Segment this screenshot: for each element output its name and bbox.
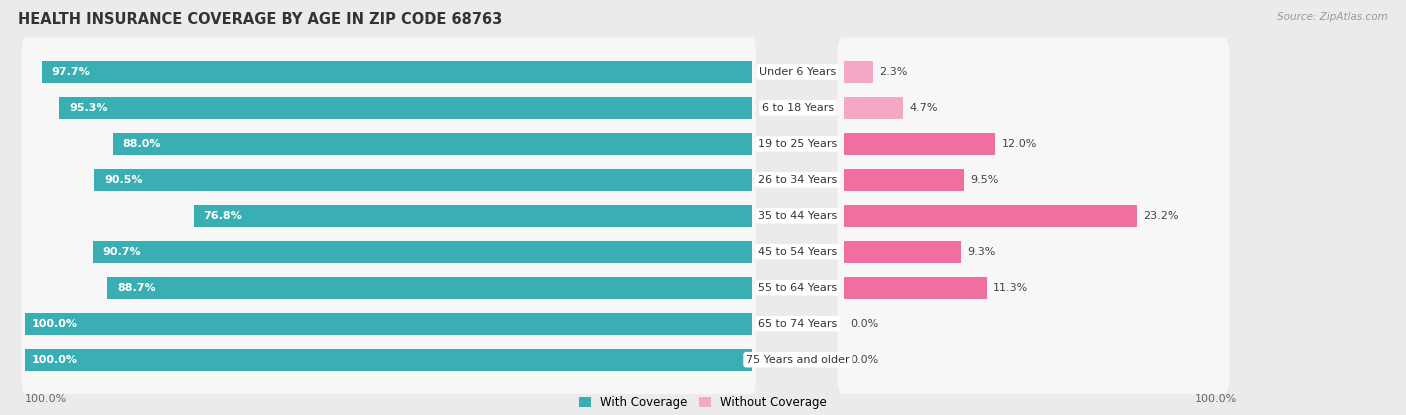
Text: 6 to 18 Years: 6 to 18 Years — [762, 103, 834, 113]
Text: 0.0%: 0.0% — [849, 319, 879, 329]
Bar — [93, 241, 752, 263]
Text: 12.0%: 12.0% — [1002, 139, 1038, 149]
FancyBboxPatch shape — [838, 145, 1229, 215]
Text: 9.5%: 9.5% — [970, 175, 998, 185]
FancyBboxPatch shape — [21, 253, 756, 322]
FancyBboxPatch shape — [838, 73, 1229, 142]
Text: 11.3%: 11.3% — [993, 283, 1028, 293]
FancyBboxPatch shape — [21, 181, 756, 250]
Bar — [844, 97, 903, 119]
Text: 97.7%: 97.7% — [52, 67, 90, 77]
Bar — [844, 241, 962, 263]
Text: HEALTH INSURANCE COVERAGE BY AGE IN ZIP CODE 68763: HEALTH INSURANCE COVERAGE BY AGE IN ZIP … — [18, 12, 502, 27]
FancyBboxPatch shape — [838, 289, 1229, 358]
FancyBboxPatch shape — [21, 37, 756, 107]
Text: 65 to 74 Years: 65 to 74 Years — [758, 319, 838, 329]
Text: Under 6 Years: Under 6 Years — [759, 67, 837, 77]
FancyBboxPatch shape — [21, 73, 756, 142]
Text: 88.7%: 88.7% — [117, 283, 156, 293]
FancyBboxPatch shape — [21, 325, 756, 394]
FancyBboxPatch shape — [21, 145, 756, 215]
Bar — [59, 97, 752, 119]
Text: 19 to 25 Years: 19 to 25 Years — [758, 139, 838, 149]
Bar — [112, 133, 752, 155]
Text: 55 to 64 Years: 55 to 64 Years — [758, 283, 838, 293]
Bar — [25, 312, 752, 335]
Bar — [844, 133, 995, 155]
FancyBboxPatch shape — [838, 37, 1229, 107]
Bar — [107, 276, 752, 299]
Text: 9.3%: 9.3% — [967, 247, 995, 257]
Text: 100.0%: 100.0% — [1195, 394, 1237, 404]
Bar — [25, 349, 752, 371]
Text: 35 to 44 Years: 35 to 44 Years — [758, 211, 838, 221]
Text: 90.7%: 90.7% — [103, 247, 141, 257]
Text: 23.2%: 23.2% — [1143, 211, 1180, 221]
FancyBboxPatch shape — [21, 217, 756, 286]
Text: 95.3%: 95.3% — [69, 103, 108, 113]
Text: 100.0%: 100.0% — [31, 319, 77, 329]
Text: Source: ZipAtlas.com: Source: ZipAtlas.com — [1277, 12, 1388, 22]
Text: 76.8%: 76.8% — [204, 211, 242, 221]
FancyBboxPatch shape — [838, 253, 1229, 322]
Text: 2.3%: 2.3% — [879, 67, 907, 77]
FancyBboxPatch shape — [838, 217, 1229, 286]
Bar — [844, 205, 1137, 227]
Bar — [844, 276, 987, 299]
Bar — [194, 205, 752, 227]
Text: 88.0%: 88.0% — [122, 139, 160, 149]
Bar — [42, 61, 752, 83]
Bar — [94, 168, 752, 191]
FancyBboxPatch shape — [838, 109, 1229, 178]
FancyBboxPatch shape — [21, 289, 756, 358]
Text: 100.0%: 100.0% — [31, 355, 77, 365]
Text: 90.5%: 90.5% — [104, 175, 142, 185]
Text: 0.0%: 0.0% — [849, 355, 879, 365]
FancyBboxPatch shape — [21, 109, 756, 178]
Text: 100.0%: 100.0% — [25, 394, 67, 404]
FancyBboxPatch shape — [838, 325, 1229, 394]
Text: 26 to 34 Years: 26 to 34 Years — [758, 175, 838, 185]
Bar — [844, 168, 965, 191]
Bar — [844, 61, 873, 83]
Text: 45 to 54 Years: 45 to 54 Years — [758, 247, 838, 257]
FancyBboxPatch shape — [838, 181, 1229, 250]
Legend: With Coverage, Without Coverage: With Coverage, Without Coverage — [579, 396, 827, 409]
Text: 4.7%: 4.7% — [910, 103, 938, 113]
Text: 75 Years and older: 75 Years and older — [747, 355, 849, 365]
